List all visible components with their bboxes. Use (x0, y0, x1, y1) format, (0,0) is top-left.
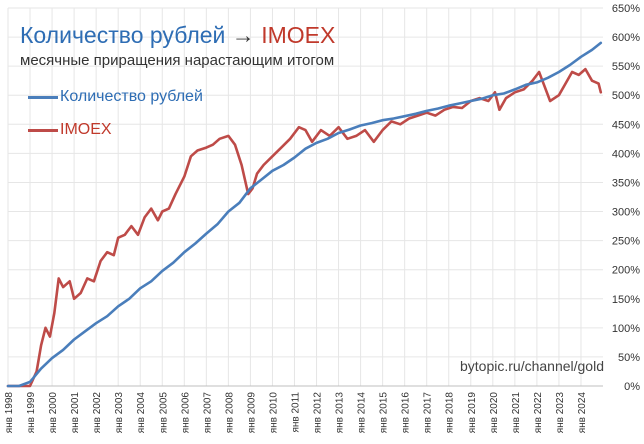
x-axis-tick-labels: янв 1998 янв 1999 янв 2000 янв 2001 янв 2002… (4, 392, 588, 434)
x-tick-label: янв 2020 (489, 392, 500, 434)
x-tick-label: янв 2014 (357, 392, 368, 434)
chart-subtitle: месячные приращения нарастающим итогом (20, 52, 335, 69)
legend-label-imoex: IMOEX (60, 121, 112, 138)
x-tick-label: янв 2023 (555, 392, 566, 434)
x-tick-label: янв 2019 (467, 392, 478, 434)
y-tick-label: 600% (612, 32, 640, 44)
x-tick-label: янв 2022 (533, 392, 544, 434)
y-tick-label: 350% (612, 177, 640, 189)
x-tick-label: янв 2011 (290, 392, 301, 433)
y-tick-label: 150% (612, 294, 640, 306)
x-tick-label: янв 2006 (180, 392, 191, 434)
y-tick-label: 300% (612, 207, 640, 219)
chart-title: Количество рублей → IMOEX (20, 22, 335, 49)
x-tick-label: янв 2001 (70, 392, 81, 434)
y-tick-label: 550% (612, 61, 640, 73)
y-tick-label: 100% (612, 323, 640, 335)
x-tick-label: янв 2003 (114, 392, 125, 434)
y-tick-label: 50% (618, 352, 640, 364)
y-tick-label: 650% (612, 3, 640, 15)
x-tick-label: янв 2021 (511, 392, 522, 434)
legend-item-rubles: Количество рублей (28, 88, 203, 106)
x-tick-label: янв 2015 (379, 392, 390, 434)
x-tick-label: янв 2018 (445, 392, 456, 434)
legend-label-rubles: Количество рублей (60, 88, 203, 105)
legend-swatch-rubles (28, 95, 58, 99)
series-line-imoex (6, 67, 603, 388)
gridlines (7, 7, 603, 387)
legend-swatch-imoex (28, 128, 58, 132)
y-tick-label: 450% (612, 119, 640, 131)
y-tick-label: 400% (612, 148, 640, 160)
y-axis-tick-labels: 0% 50% 100% 150% 200% 250% 300% 350% 400% 450% 500… (612, 3, 640, 393)
x-tick-label: янв 2013 (335, 392, 346, 434)
x-tick-label: янв 2016 (401, 392, 412, 434)
x-tick-label: янв 2005 (158, 392, 169, 434)
title-imoex: IMOEX (261, 22, 336, 48)
x-tick-label: янв 2017 (423, 392, 434, 434)
x-tick-label: янв 2024 (577, 392, 588, 434)
watermark: bytopic.ru/channel/gold (460, 358, 604, 374)
x-tick-label: янв 1999 (26, 392, 37, 434)
y-tick-label: 0% (624, 381, 640, 393)
series-lines (6, 41, 603, 388)
y-tick-label: 500% (612, 90, 640, 102)
legend-item-imoex: IMOEX (28, 121, 112, 139)
series-line-rubles (6, 41, 603, 388)
x-tick-label: янв 2012 (313, 392, 324, 434)
x-tick-label: янв 2007 (202, 392, 213, 434)
x-tick-label: янв 2010 (268, 392, 279, 434)
y-tick-label: 200% (612, 265, 640, 277)
y-tick-label: 250% (612, 236, 640, 248)
title-rubles: Количество рублей (20, 22, 226, 48)
title-arrow: → (231, 22, 255, 48)
x-tick-label: янв 2000 (48, 392, 59, 434)
x-tick-label: янв 1998 (4, 392, 15, 434)
x-tick-label: янв 2002 (92, 392, 103, 434)
x-tick-label: янв 2004 (136, 392, 147, 434)
x-tick-label: янв 2009 (246, 392, 257, 434)
x-tick-label: янв 2008 (224, 392, 235, 434)
